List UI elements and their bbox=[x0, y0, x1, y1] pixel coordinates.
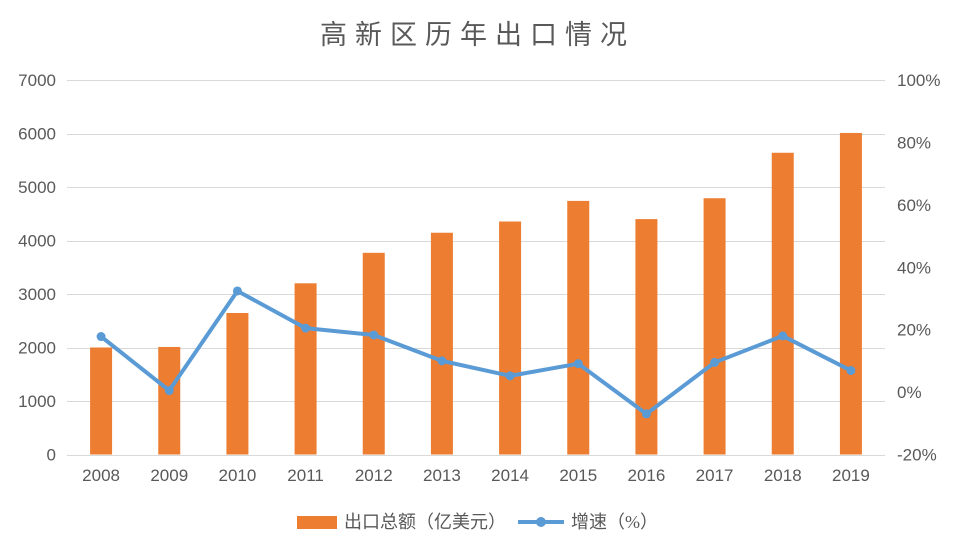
x-axis-tick-label: 2016 bbox=[628, 466, 666, 485]
left-axis-tick-label: 5000 bbox=[18, 178, 56, 197]
growth-point-2018 bbox=[778, 331, 788, 341]
x-axis-tick-label: 2018 bbox=[764, 466, 802, 485]
left-axis-tick-label: 0 bbox=[47, 446, 56, 465]
legend-label-exports: 出口总额（亿美元） bbox=[344, 512, 506, 532]
right-axis-tick-label: 80% bbox=[897, 133, 931, 152]
x-axis-tick-label: 2019 bbox=[832, 466, 870, 485]
x-axis-tick-label: 2015 bbox=[559, 466, 597, 485]
bar-2018 bbox=[771, 152, 794, 455]
right-axis-tick-label: -20% bbox=[897, 446, 937, 465]
right-axis-tick-label: 100% bbox=[897, 71, 940, 90]
x-axis-tick-label: 2013 bbox=[423, 466, 461, 485]
bar-2012 bbox=[362, 252, 385, 455]
right-axis-tick-label: 20% bbox=[897, 321, 931, 340]
growth-point-2019 bbox=[846, 366, 856, 376]
bar-2019 bbox=[839, 132, 862, 455]
x-axis-tick-label: 2014 bbox=[491, 466, 529, 485]
left-axis-tick-label: 1000 bbox=[18, 392, 56, 411]
growth-point-2012 bbox=[369, 330, 379, 340]
bar-2008 bbox=[90, 347, 113, 455]
legend-label-growth: 增速（%） bbox=[571, 512, 658, 532]
growth-point-2017 bbox=[710, 357, 720, 367]
growth-point-2013 bbox=[437, 356, 447, 366]
right-axis-tick-label: 0% bbox=[897, 383, 922, 402]
bar-2014 bbox=[499, 221, 522, 455]
x-axis-tick-label: 2009 bbox=[150, 466, 188, 485]
bar-series-swatch bbox=[297, 515, 337, 529]
right-axis-tick-label: 40% bbox=[897, 258, 931, 277]
legend: 出口总额（亿美元） 增速（%） bbox=[0, 511, 955, 533]
bar-2016 bbox=[635, 219, 658, 455]
bar-2015 bbox=[567, 200, 590, 455]
left-axis-tick-label: 4000 bbox=[18, 232, 56, 251]
legend-item-growth: 增速（%） bbox=[518, 511, 658, 533]
x-axis-tick-label: 2017 bbox=[696, 466, 734, 485]
growth-point-2008 bbox=[96, 332, 106, 342]
growth-point-2009 bbox=[164, 386, 174, 396]
bar-2010 bbox=[226, 312, 249, 455]
x-axis-tick-label: 2008 bbox=[82, 466, 120, 485]
growth-point-2015 bbox=[573, 359, 583, 369]
x-axis-tick-label: 2010 bbox=[219, 466, 257, 485]
left-axis-tick-label: 7000 bbox=[18, 71, 56, 90]
bar-2009 bbox=[158, 346, 181, 455]
growth-point-2016 bbox=[641, 409, 651, 419]
left-axis-tick-label: 2000 bbox=[18, 339, 56, 358]
right-axis-tick-label: 60% bbox=[897, 196, 931, 215]
growth-point-2011 bbox=[301, 323, 311, 333]
left-axis-tick-label: 3000 bbox=[18, 285, 56, 304]
bar-2011 bbox=[294, 283, 317, 455]
chart-title: 高新区历年出口情况 bbox=[320, 20, 635, 50]
bar-2013 bbox=[430, 232, 453, 455]
line-series-swatch bbox=[518, 517, 564, 527]
x-axis-tick-label: 2012 bbox=[355, 466, 393, 485]
x-axis-tick-label: 2011 bbox=[287, 466, 324, 485]
growth-point-2014 bbox=[505, 371, 515, 381]
growth-point-2010 bbox=[232, 286, 242, 296]
growth-line bbox=[99, 288, 853, 416]
line-series-dot-icon bbox=[536, 517, 546, 527]
bar-2017 bbox=[703, 198, 726, 455]
left-axis-tick-label: 6000 bbox=[18, 125, 56, 144]
legend-item-exports: 出口总额（亿美元） bbox=[297, 511, 506, 533]
